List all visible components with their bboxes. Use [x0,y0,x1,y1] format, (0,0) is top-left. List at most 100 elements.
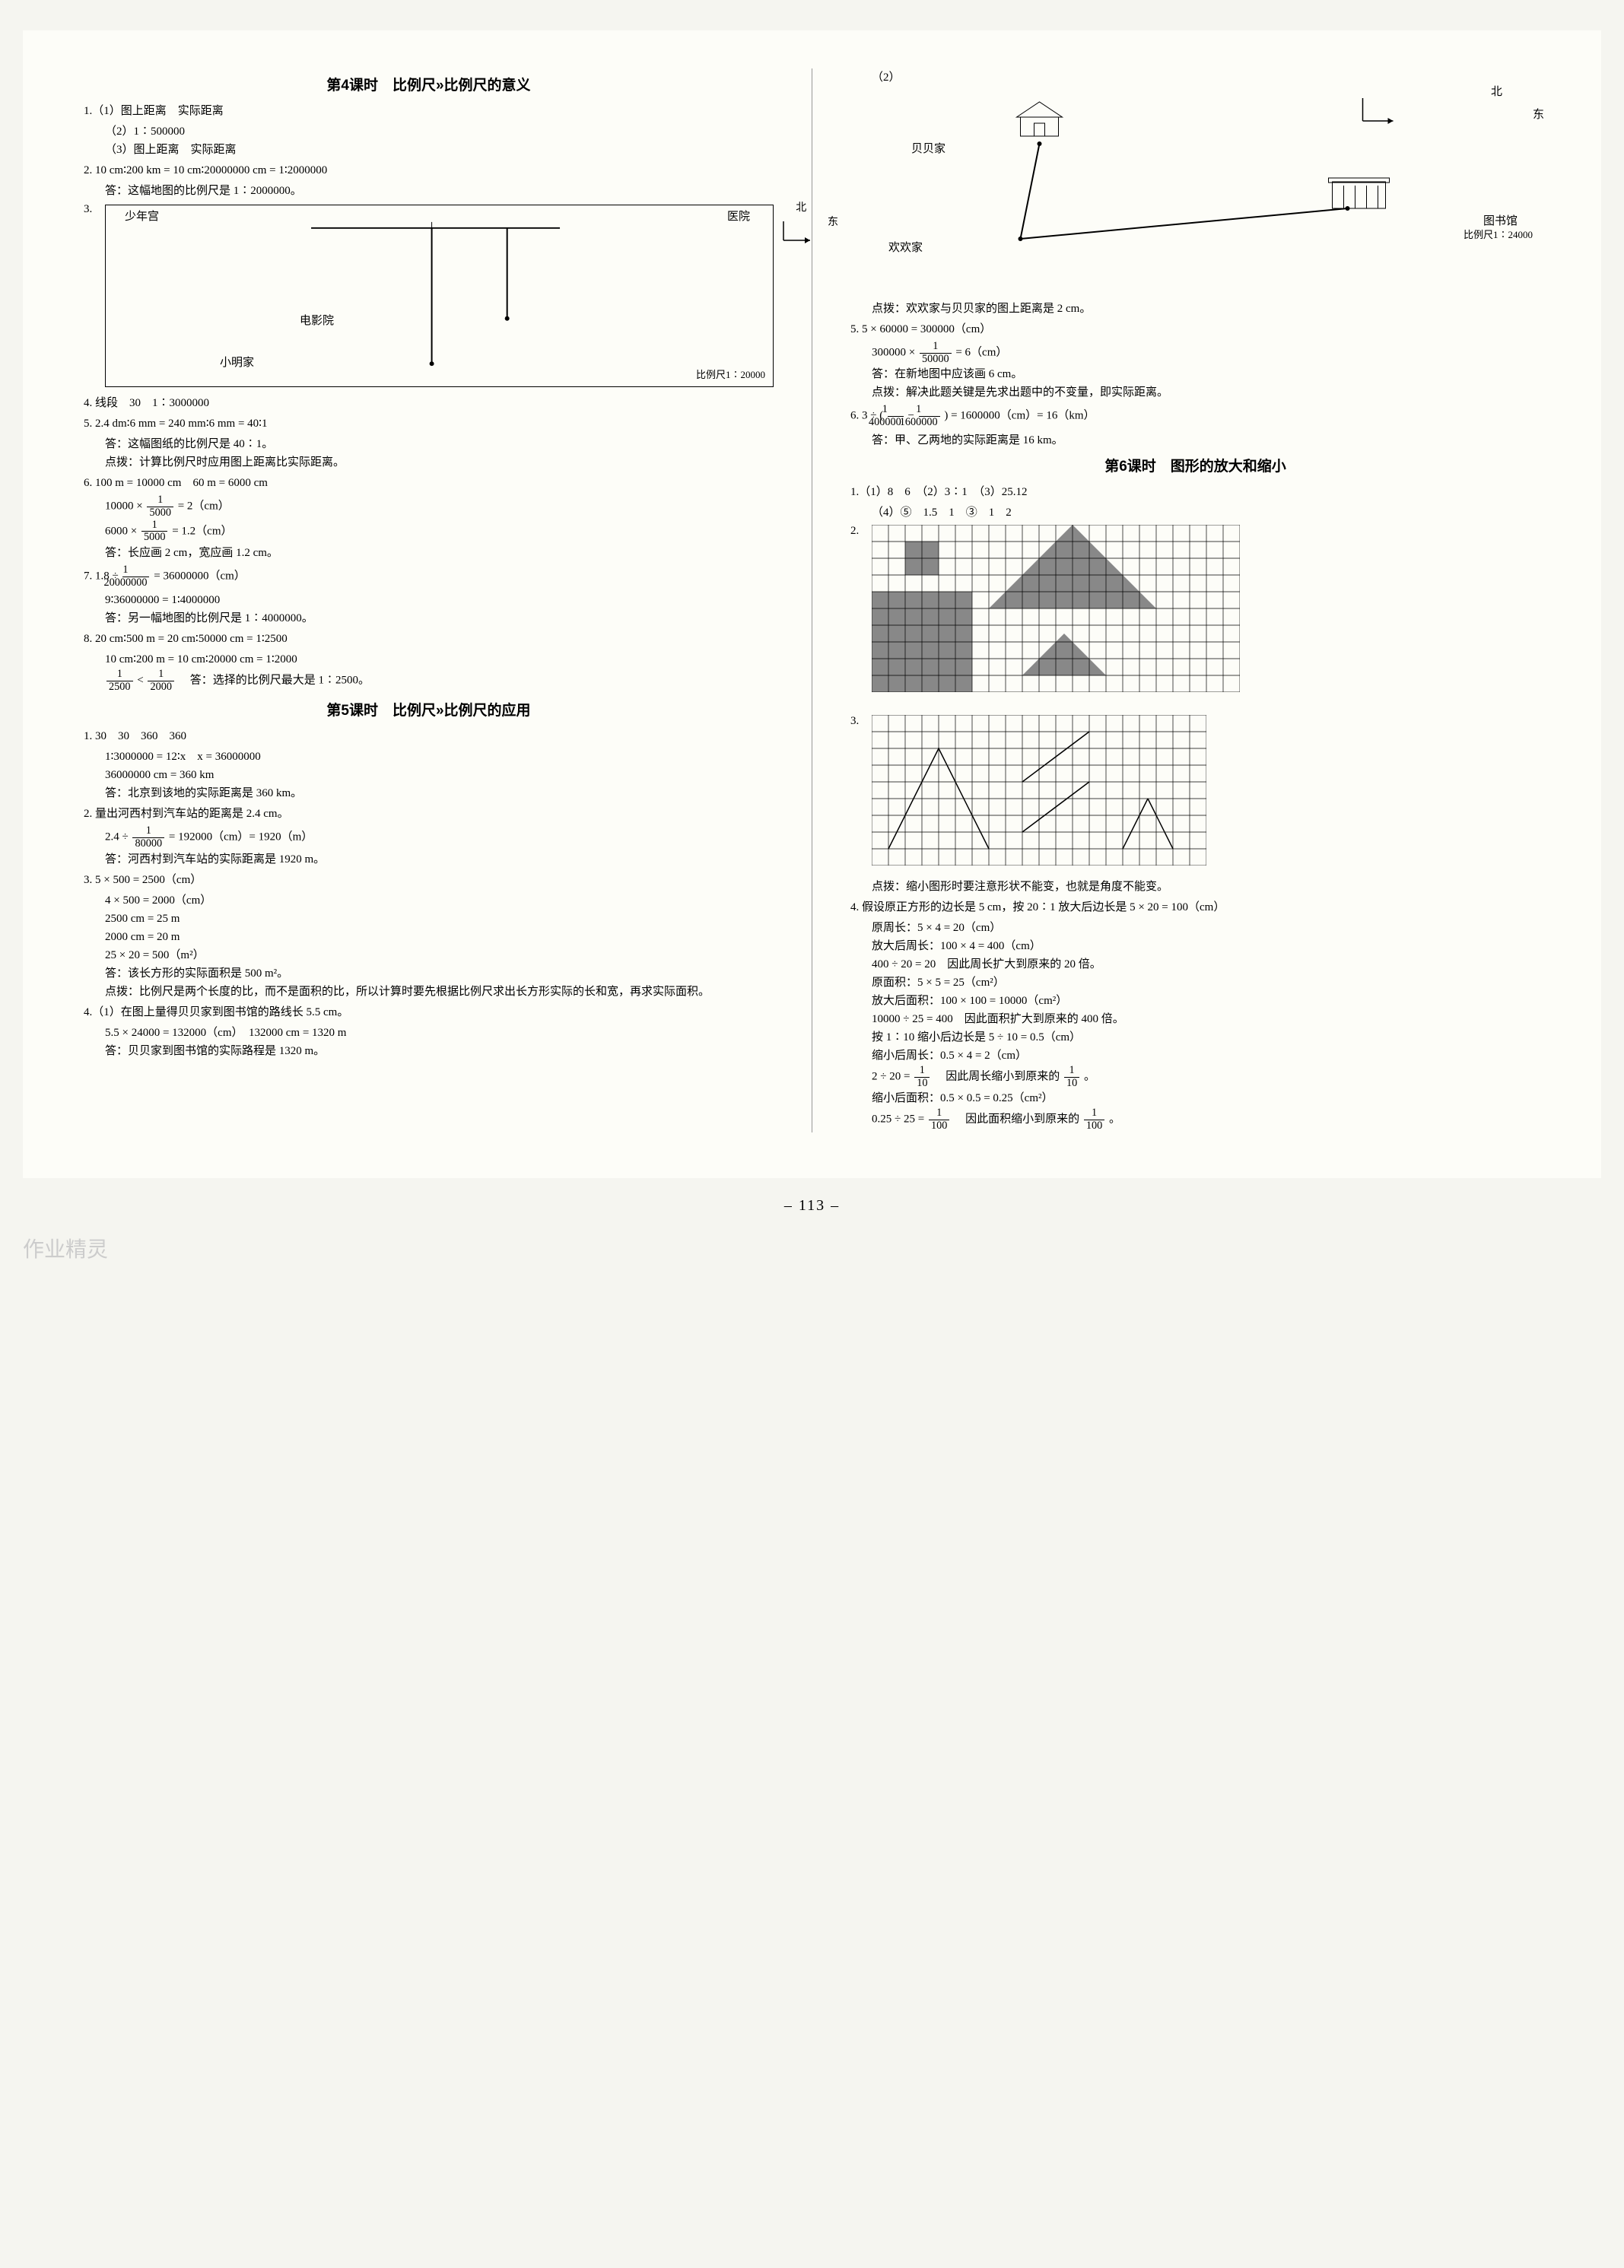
d: 100 [929,1120,949,1132]
s6-q4-j: 2 ÷ 20 = 110 因此周长缩小到原来的 110 。 [872,1065,1540,1089]
t: 2 ÷ 20 = [872,1071,913,1083]
s5-q2-b: 2.4 ÷ 180000 = 192000（cm）= 1920（m） [105,825,774,850]
s6-q1-b: （4）⑤ 1.5 1 ③ 1 2 [872,503,1540,522]
s5-q3-a: 3. 5 × 500 = 2500（cm） [84,871,774,889]
n: 1 [1064,1065,1079,1078]
r-q5-c: 答：在新地图中应该画 6 cm。 [872,365,1540,383]
t: 。 [1109,1113,1120,1126]
d: 5000 [141,532,168,544]
frac: 120000000 [122,564,149,589]
q2-a: 2. 10 cm∶200 km = 10 cm∶20000000 cm = 1∶… [84,161,774,179]
n: 1 [122,564,149,577]
d: 2500 [106,681,133,694]
t: < [137,675,146,687]
n: 1 [147,494,173,507]
diagram-q3: 少年宫 医院 电影院 小明家 比例尺1∶20000 [105,205,774,387]
map-svg [850,87,1540,284]
n: 1 [106,669,133,681]
q4: 4. 线段 30 1∶3000000 [84,394,774,412]
s6-q4-i: 缩小后周长：0.5 × 4 = 2（cm） [872,1047,1540,1065]
s6-q4-h: 按 1∶10 缩小后边长是 5 ÷ 10 = 0.5（cm） [872,1028,1540,1047]
s5-q1-d: 答：北京到该地的实际距离是 360 km。 [105,784,774,802]
compass-q3: 北 东 [776,200,828,254]
s6-q4-d: 400 ÷ 20 = 20 因此周长扩大到原来的 20 倍。 [872,955,1540,974]
s5-q3-f: 答：该长方形的实际面积是 500 m²。 [105,964,774,983]
label-huanhuan: 欢欢家 [888,239,923,257]
s5-q1-a: 1. 30 30 360 360 [84,727,774,745]
north-label-2: 北 [1491,83,1502,101]
t: = 1.2（cm） [172,525,232,537]
right-column: （2） [850,68,1540,1132]
compass-arrow-icon [776,218,814,248]
frac: 110 [1064,1065,1079,1089]
label-scale-map: 比例尺1∶24000 [1464,227,1533,243]
frac: 11600000 [919,404,940,428]
s5-q1-b: 1∶3000000 = 12∶x x = 36000000 [105,748,774,766]
q5-c: 点拨：计算比例尺时应用图上距离比实际距离。 [105,453,774,472]
q6-a: 6. 100 m = 10000 cm 60 m = 6000 cm [84,474,774,492]
label-cinema: 电影院 [300,312,334,330]
t: 10000 × [105,500,145,513]
r-q5-a: 5. 5 × 60000 = 300000（cm） [850,320,1540,338]
n: 1 [919,404,940,417]
q4-2-label: （2） [872,68,1540,87]
t: 因此周长缩小到原来的 [934,1071,1060,1083]
s6-q4-a: 4. 假设原正方形的边长是 5 cm，按 20∶1 放大后边长是 5 × 20 … [850,898,1540,916]
s5-q1-c: 36000000 cm = 360 km [105,766,774,784]
grid-figure-2 [872,525,1240,698]
t: = 2（cm） [178,500,230,513]
s5-q4-b: 5.5 × 24000 = 132000（cm） 132000 cm = 132… [105,1024,774,1042]
label-xiaoming: 小明家 [220,354,254,372]
q3-label: 3. [84,200,105,218]
s6-q4-k: 缩小后面积：0.5 × 0.5 = 0.25（cm²） [872,1089,1540,1107]
d: 10 [1064,1078,1079,1090]
s6-q4-e: 原面积：5 × 5 = 25（cm²） [872,974,1540,992]
r-q6-b: 答：甲、乙两地的实际距离是 16 km。 [872,431,1540,449]
map-diagram-q4-2: 贝贝家 欢欢家 图书馆 比例尺1∶24000 北 东 [850,87,1540,284]
d: 80000 [132,838,164,850]
q6-c: 6000 × 15000 = 1.2（cm） [105,519,774,544]
q2-b: 答：这幅地图的比例尺是 1∶2000000。 [105,182,774,200]
d: 100 [1084,1120,1104,1132]
frac: 180000 [132,825,164,850]
q1-3: （3）图上距离 实际距离 [105,141,774,159]
frac: 15000 [147,494,173,519]
t: = 6（cm） [955,347,1007,359]
s5-q2-a: 2. 量出河西村到汽车站的距离是 2.4 cm。 [84,805,774,823]
s6-q4-b: 原周长：5 × 4 = 20（cm） [872,919,1540,937]
t: 300000 × [872,347,918,359]
n: 1 [929,1107,949,1120]
watermark: 作业精灵 [23,1233,1601,1267]
s6-q4-g: 10000 ÷ 25 = 400 因此面积扩大到原来的 400 倍。 [872,1010,1540,1028]
q6-d: 答：长应画 2 cm，宽应画 1.2 cm。 [105,544,774,562]
t: = 192000（cm）= 1920（m） [169,831,313,843]
q6-b: 10000 × 15000 = 2（cm） [105,494,774,519]
label-hospital: 医院 [727,208,750,226]
s6-q4-l: 0.25 ÷ 25 = 1100 因此面积缩小到原来的 1100 。 [872,1107,1540,1132]
frac: 12000 [148,669,174,693]
east-label: 东 [828,217,838,228]
page: 第4课时 比例尺»比例尺的意义 1.（1）图上距离 实际距离 （2）1∶5000… [23,30,1601,1178]
q8-b: 10 cm∶200 m = 10 cm∶20000 cm = 1∶2000 [105,650,774,669]
s5-q3-c: 2500 cm = 25 m [105,910,774,928]
s6-q3-note: 点拨：缩小图形时要注意形状不能变，也就是角度不能变。 [872,878,1540,896]
s6-q4-f: 放大后面积：100 × 100 = 10000（cm²） [872,992,1540,1010]
frac: 110 [914,1065,930,1089]
left-column: 第4课时 比例尺»比例尺的意义 1.（1）图上距离 实际距离 （2）1∶5000… [84,68,774,1132]
r-q6-a: 6. 3 ÷ ( 1400000 − 11600000 ) = 1600000（… [850,404,1540,428]
s5-q4-a: 4.（1）在图上量得贝贝家到图书馆的路线长 5.5 cm。 [84,1003,774,1021]
s5-q4-c: 答：贝贝家到图书馆的实际路程是 1320 m。 [105,1042,774,1060]
n: 1 [888,404,904,417]
grid-figure-3 [872,715,1206,872]
frac: 150000 [920,341,952,365]
q5-b: 答：这幅图纸的比例尺是 40∶1。 [105,435,774,453]
frac: 12500 [106,669,133,693]
t: 6000 × [105,525,140,537]
page-number: – 113 – [23,1193,1601,1218]
n: 1 [920,341,952,354]
t: 答：选择的比例尺最大是 1∶2500。 [179,675,370,687]
s6-q3-label: 3. [850,712,872,878]
d: 5000 [147,507,173,519]
section6-title: 第6课时 图形的放大和缩小 [850,456,1540,478]
d: 20000000 [122,577,149,589]
